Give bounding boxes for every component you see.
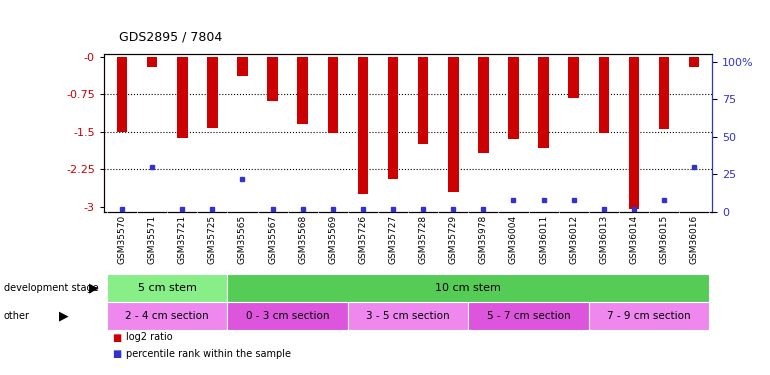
Bar — [448, 57, 459, 192]
Text: GSM36016: GSM36016 — [690, 215, 698, 264]
Text: GSM35727: GSM35727 — [389, 215, 397, 264]
Bar — [468, 302, 589, 330]
Bar — [227, 274, 709, 302]
Bar — [508, 57, 519, 140]
Bar — [388, 57, 398, 179]
Text: 5 cm stem: 5 cm stem — [138, 283, 196, 293]
Bar — [107, 274, 227, 302]
Text: 5 - 7 cm section: 5 - 7 cm section — [487, 311, 571, 321]
Text: GSM35725: GSM35725 — [208, 215, 217, 264]
Bar — [418, 57, 428, 144]
Text: GSM35571: GSM35571 — [148, 215, 156, 264]
Text: ■: ■ — [112, 350, 121, 359]
Bar — [628, 57, 639, 209]
Text: GSM36004: GSM36004 — [509, 215, 518, 264]
Bar — [689, 57, 699, 67]
Bar — [538, 57, 549, 148]
Bar — [227, 302, 348, 330]
Text: GSM35726: GSM35726 — [358, 215, 367, 264]
Text: ▶: ▶ — [89, 281, 99, 294]
Bar — [117, 57, 127, 132]
Bar — [207, 57, 218, 128]
Text: 7 - 9 cm section: 7 - 9 cm section — [608, 311, 691, 321]
Text: 0 - 3 cm section: 0 - 3 cm section — [246, 311, 330, 321]
Bar — [327, 57, 338, 133]
Bar — [297, 57, 308, 125]
Text: GSM35728: GSM35728 — [419, 215, 427, 264]
Text: development stage: development stage — [4, 283, 99, 293]
Bar — [589, 302, 709, 330]
Text: GSM36014: GSM36014 — [629, 215, 638, 264]
Bar — [147, 57, 157, 67]
Text: 3 - 5 cm section: 3 - 5 cm section — [367, 311, 450, 321]
Bar — [568, 57, 579, 98]
Text: GSM35729: GSM35729 — [449, 215, 458, 264]
Text: 10 cm stem: 10 cm stem — [435, 283, 501, 293]
Text: GSM35565: GSM35565 — [238, 215, 247, 264]
Text: percentile rank within the sample: percentile rank within the sample — [126, 350, 290, 359]
Bar — [237, 57, 248, 76]
Text: GSM35570: GSM35570 — [118, 215, 126, 264]
Text: GSM36015: GSM36015 — [660, 215, 668, 264]
Text: 2 - 4 cm section: 2 - 4 cm section — [126, 311, 209, 321]
Bar — [177, 57, 188, 138]
Text: GSM36012: GSM36012 — [569, 215, 578, 264]
Text: GSM35721: GSM35721 — [178, 215, 187, 264]
Bar — [598, 57, 609, 133]
Text: other: other — [4, 311, 30, 321]
Text: GSM35978: GSM35978 — [479, 215, 488, 264]
Text: GDS2895 / 7804: GDS2895 / 7804 — [119, 30, 223, 43]
Text: GSM36011: GSM36011 — [539, 215, 548, 264]
Text: ■: ■ — [112, 333, 121, 342]
Text: log2 ratio: log2 ratio — [126, 333, 172, 342]
Text: GSM35569: GSM35569 — [328, 215, 337, 264]
Bar — [357, 57, 368, 194]
Bar — [267, 57, 278, 101]
Bar — [659, 57, 669, 129]
Text: GSM35568: GSM35568 — [298, 215, 307, 264]
Text: GSM36013: GSM36013 — [599, 215, 608, 264]
Bar — [107, 302, 227, 330]
Bar — [348, 302, 468, 330]
Text: ▶: ▶ — [59, 309, 68, 322]
Text: GSM35567: GSM35567 — [268, 215, 277, 264]
Bar — [478, 57, 489, 153]
